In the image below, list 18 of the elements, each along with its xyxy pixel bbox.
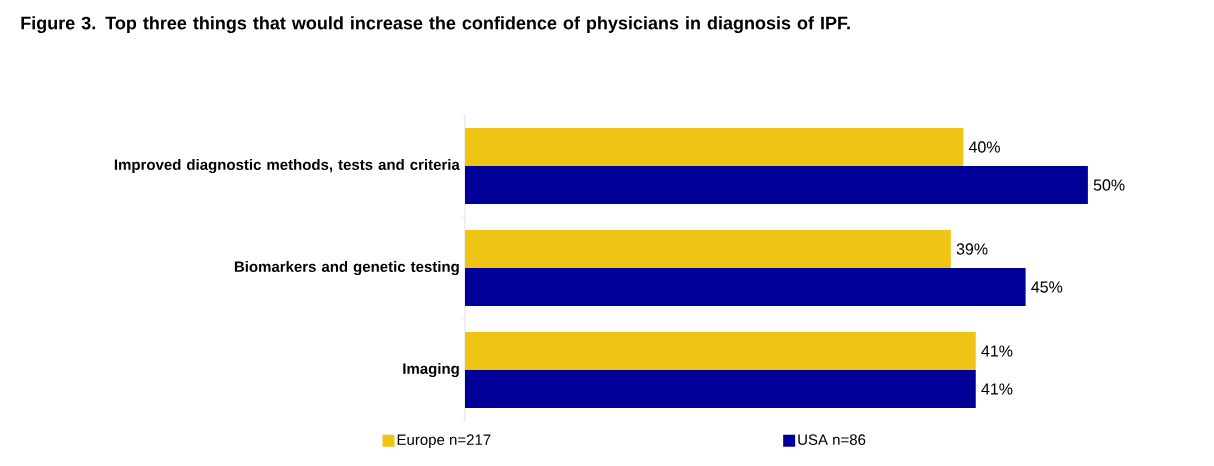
legend-label: USA n=86 [798,434,866,445]
y-tick-label: Biomarkers and genetic testing [234,260,459,276]
bar [465,370,976,408]
bar [465,332,976,370]
chart-title: Figure 3. Top three things that would increase the confidence of physicians in diagnosis of IPF. [21,16,850,34]
data-label: 41% [981,383,1013,395]
bar [465,128,964,166]
data-label: 45% [1031,281,1063,293]
y-tick-label: Imaging [403,362,459,378]
data-label: 39% [956,243,988,255]
y-tick-label: Improved diagnostic methods, tests and criteria [114,158,460,174]
legend-label: Europe n=217 [397,434,491,448]
bar [465,166,1088,204]
data-label: 40% [968,141,1000,153]
bar [465,230,951,268]
data-label: 50% [1093,179,1125,191]
data-label: 41% [981,345,1013,357]
bar [465,268,1026,306]
